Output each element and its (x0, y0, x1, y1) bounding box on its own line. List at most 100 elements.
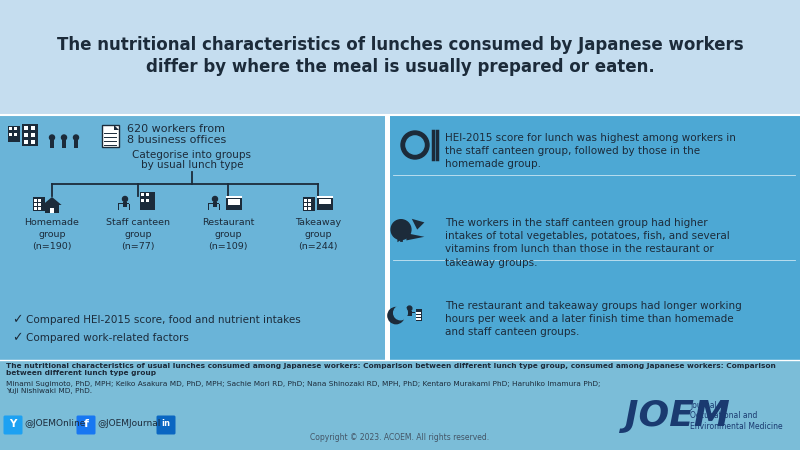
Bar (129, 204, 130, 210)
Bar (34, 203, 37, 206)
Bar (416, 318, 418, 320)
Bar (52, 144, 54, 148)
Bar (74, 144, 76, 148)
Text: @JOEMJournal: @JOEMJournal (97, 419, 160, 428)
Bar (0, 360, 800, 450)
Text: Takeaway
group
(n=244): Takeaway group (n=244) (295, 218, 341, 251)
Bar (9, 127, 12, 130)
Circle shape (62, 135, 66, 140)
Text: HEI-2015 score for lunch was highest among workers in
the staff canteen group, f: HEI-2015 score for lunch was highest amo… (445, 133, 736, 169)
Bar (22, 124, 38, 146)
Bar (0, 0, 800, 115)
Bar (416, 315, 418, 317)
Bar (24, 140, 28, 144)
Bar (308, 207, 311, 210)
Bar (102, 125, 119, 147)
FancyBboxPatch shape (77, 415, 95, 435)
Text: The nutritional characteristics of lunches consumed by Japanese workers: The nutritional characteristics of lunch… (57, 36, 743, 54)
Bar (304, 207, 307, 210)
Polygon shape (406, 233, 424, 240)
Bar (62, 140, 66, 144)
FancyBboxPatch shape (157, 415, 175, 435)
Text: Categorise into groups: Categorise into groups (133, 150, 251, 160)
Circle shape (394, 306, 407, 320)
Bar (24, 126, 28, 130)
Text: f: f (83, 419, 89, 429)
Bar (319, 199, 331, 204)
Text: JOEM: JOEM (625, 399, 730, 433)
Text: Y: Y (10, 419, 17, 429)
Bar (407, 310, 412, 315)
Polygon shape (114, 125, 119, 130)
Bar (208, 204, 209, 210)
Bar (405, 312, 415, 313)
Circle shape (74, 135, 78, 140)
Bar (8, 126, 20, 142)
Text: Copyright © 2023. ACOEM. All rights reserved.: Copyright © 2023. ACOEM. All rights rese… (310, 433, 490, 442)
Bar (50, 208, 54, 213)
Bar (208, 203, 219, 204)
Bar (0, 115, 385, 360)
Bar (76, 144, 78, 148)
Circle shape (122, 197, 127, 202)
Text: differ by where the meal is usually prepared or eaten.: differ by where the meal is usually prep… (146, 58, 654, 76)
Text: ✓: ✓ (12, 332, 22, 345)
Text: Staff canteen
group
(n=77): Staff canteen group (n=77) (106, 218, 170, 251)
Bar (24, 133, 28, 137)
Text: The nutritional characteristics of usual lunches consumed among Japanese workers: The nutritional characteristics of usual… (6, 363, 776, 376)
Circle shape (407, 306, 412, 311)
Bar (226, 196, 242, 210)
Bar (213, 202, 217, 207)
Bar (304, 203, 307, 206)
Bar (64, 144, 66, 148)
Bar (31, 140, 35, 144)
Bar (385, 115, 390, 360)
Circle shape (388, 307, 404, 324)
Bar (62, 144, 64, 148)
Bar (219, 204, 220, 210)
Bar (419, 312, 422, 314)
Bar (45, 204, 59, 213)
Bar (228, 199, 240, 205)
Bar (141, 199, 144, 202)
Bar (146, 193, 149, 196)
Polygon shape (398, 231, 406, 242)
Bar (38, 199, 41, 202)
Bar (317, 196, 333, 210)
Bar (34, 199, 37, 202)
Text: 8 business offices: 8 business offices (127, 135, 226, 145)
Circle shape (401, 131, 429, 159)
Bar (50, 144, 52, 148)
Bar (118, 203, 129, 204)
Bar (304, 199, 307, 202)
Bar (416, 309, 422, 321)
Text: @JOEMOnline: @JOEMOnline (24, 419, 86, 428)
Bar (31, 126, 35, 130)
Text: 620 workers from: 620 workers from (127, 124, 225, 134)
Text: ✓: ✓ (12, 314, 22, 327)
Circle shape (213, 197, 218, 202)
Bar (146, 199, 149, 202)
Bar (419, 318, 422, 320)
Text: Homemade
group
(n=190): Homemade group (n=190) (25, 218, 79, 251)
Bar (419, 315, 422, 317)
Bar (14, 127, 17, 130)
Text: in: in (162, 419, 170, 428)
Text: Compared work-related factors: Compared work-related factors (26, 333, 189, 343)
Polygon shape (412, 219, 424, 230)
Bar (38, 207, 41, 210)
Text: Compared HEI-2015 score, food and nutrient intakes: Compared HEI-2015 score, food and nutrie… (26, 315, 301, 325)
Bar (308, 203, 311, 206)
Bar (390, 115, 800, 360)
Bar (317, 196, 333, 198)
Bar (33, 197, 45, 211)
Circle shape (391, 220, 411, 239)
Bar (303, 197, 315, 211)
Bar (416, 312, 418, 314)
Bar (141, 193, 144, 196)
Text: The workers in the staff canteen group had higher
intakes of total vegetables, p: The workers in the staff canteen group h… (445, 218, 730, 268)
Circle shape (50, 135, 54, 140)
FancyBboxPatch shape (3, 415, 22, 435)
Text: The restaurant and takeaway groups had longer working
hours per week and a later: The restaurant and takeaway groups had l… (445, 301, 742, 338)
Circle shape (406, 136, 424, 154)
